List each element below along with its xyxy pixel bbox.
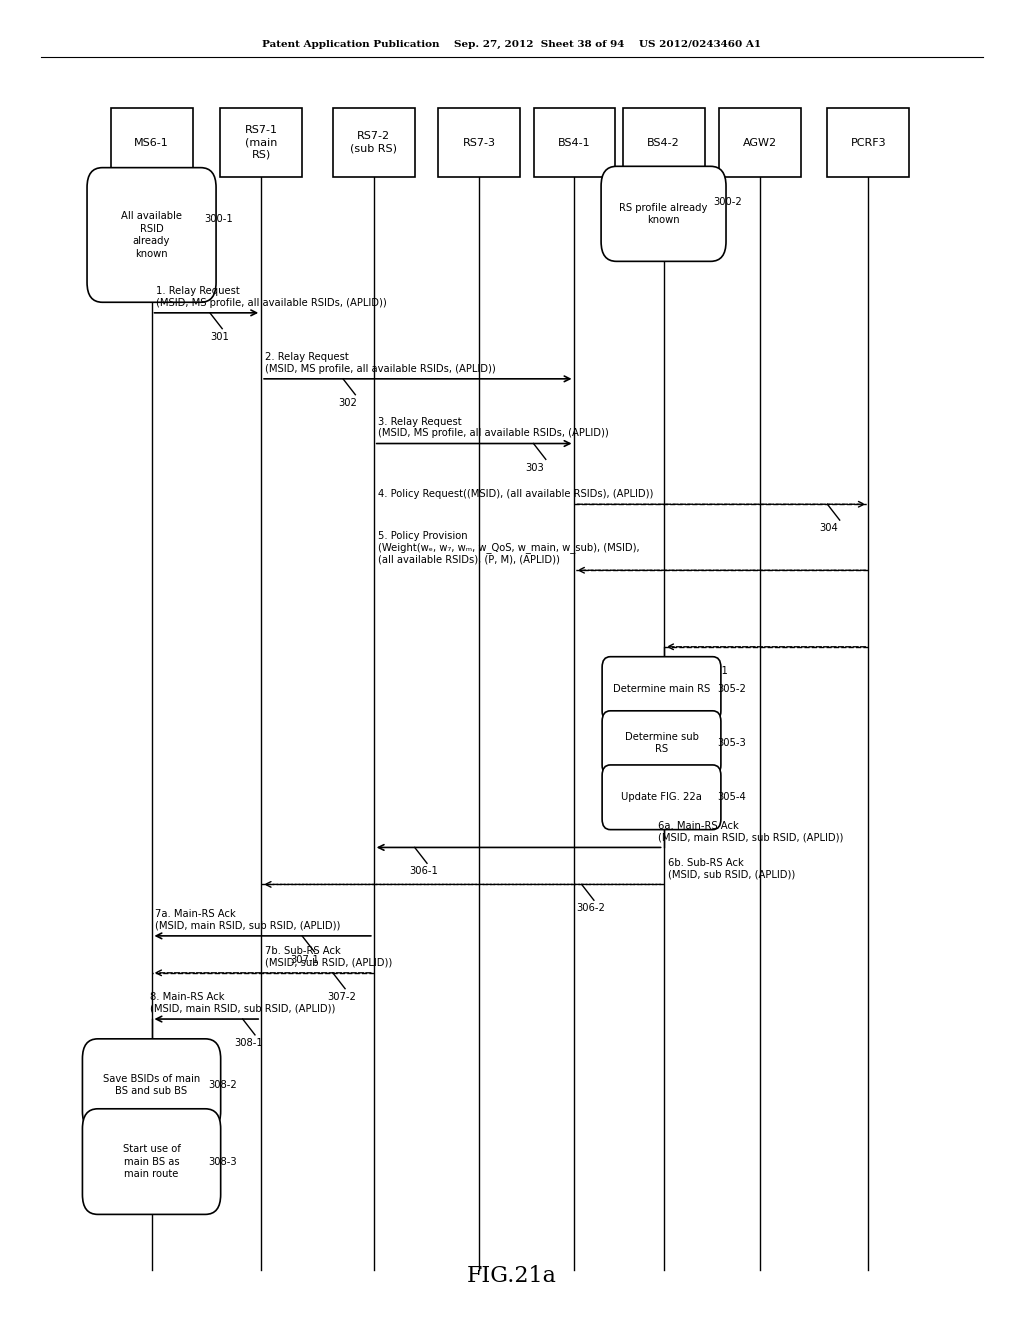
FancyBboxPatch shape <box>623 108 705 177</box>
Text: 304: 304 <box>819 523 838 533</box>
FancyBboxPatch shape <box>602 766 721 830</box>
Text: BS4-2: BS4-2 <box>647 137 680 148</box>
FancyBboxPatch shape <box>602 657 721 722</box>
FancyBboxPatch shape <box>82 1109 221 1214</box>
FancyBboxPatch shape <box>82 1039 221 1131</box>
Text: 6b. Sub-RS Ack
(MSID, sub RSID, (APLID)): 6b. Sub-RS Ack (MSID, sub RSID, (APLID)) <box>668 858 795 879</box>
Text: 1. Relay Request
(MSID, MS profile, all available RSIDs, (APLID)): 1. Relay Request (MSID, MS profile, all … <box>156 286 386 308</box>
Text: AGW2: AGW2 <box>742 137 777 148</box>
Text: 302: 302 <box>338 397 356 408</box>
Text: 2. Relay Request
(MSID, MS profile, all available RSIDs, (APLID)): 2. Relay Request (MSID, MS profile, all … <box>265 352 496 374</box>
Text: 306-2: 306-2 <box>577 903 605 913</box>
FancyBboxPatch shape <box>827 108 909 177</box>
Text: 6a. Main-RS Ack
(MSID, main RSID, sub RSID, (APLID)): 6a. Main-RS Ack (MSID, main RSID, sub RS… <box>658 821 844 842</box>
FancyBboxPatch shape <box>602 710 721 776</box>
Text: 7a. Main-RS Ack
(MSID, main RSID, sub RSID, (APLID)): 7a. Main-RS Ack (MSID, main RSID, sub RS… <box>155 909 340 931</box>
Text: PCRF3: PCRF3 <box>851 137 886 148</box>
FancyBboxPatch shape <box>333 108 415 177</box>
Text: Update FIG. 22a: Update FIG. 22a <box>622 792 701 803</box>
Text: All available
RSID
already
known: All available RSID already known <box>121 211 182 259</box>
Text: RS profile already
known: RS profile already known <box>620 203 708 224</box>
Text: MS6-1: MS6-1 <box>134 137 169 148</box>
FancyBboxPatch shape <box>111 108 193 177</box>
Text: 307-2: 307-2 <box>328 991 356 1002</box>
Text: FIG.21a: FIG.21a <box>467 1265 557 1287</box>
Text: 305-1: 305-1 <box>699 665 728 676</box>
Text: 305-3: 305-3 <box>717 738 745 748</box>
Text: 308-3: 308-3 <box>209 1156 237 1167</box>
FancyBboxPatch shape <box>534 108 615 177</box>
Text: 3. Relay Request
(MSID, MS profile, all available RSIDs, (APLID)): 3. Relay Request (MSID, MS profile, all … <box>378 417 608 438</box>
Text: RS7-3: RS7-3 <box>463 137 496 148</box>
Text: 301: 301 <box>210 331 228 342</box>
Text: 308-1: 308-1 <box>234 1038 263 1048</box>
Text: 306-1: 306-1 <box>410 866 438 876</box>
Text: Save BSIDs of main
BS and sub BS: Save BSIDs of main BS and sub BS <box>103 1074 200 1096</box>
Text: Patent Application Publication    Sep. 27, 2012  Sheet 38 of 94    US 2012/02434: Patent Application Publication Sep. 27, … <box>262 40 762 49</box>
Text: 307-1: 307-1 <box>290 954 318 965</box>
Text: 305-4: 305-4 <box>717 792 745 803</box>
Text: Determine sub
RS: Determine sub RS <box>625 733 698 754</box>
Text: 300-2: 300-2 <box>714 197 742 207</box>
Text: 305-2: 305-2 <box>717 684 745 694</box>
Text: RS7-2
(sub RS): RS7-2 (sub RS) <box>350 132 397 153</box>
Text: 5. Policy Provision
(Weight(wₑ, w₇, wₘ, w_QoS, w_main, w_sub), (MSID),
(all avai: 5. Policy Provision (Weight(wₑ, w₇, wₘ, … <box>378 531 639 565</box>
Text: 8. Main-RS Ack
(MSID, main RSID, sub RSID, (APLID)): 8. Main-RS Ack (MSID, main RSID, sub RSI… <box>150 993 335 1014</box>
FancyBboxPatch shape <box>719 108 801 177</box>
Text: 303: 303 <box>525 462 544 473</box>
FancyBboxPatch shape <box>220 108 302 177</box>
FancyBboxPatch shape <box>87 168 216 302</box>
Text: BS4-1: BS4-1 <box>558 137 591 148</box>
Text: RS7-1
(main
RS): RS7-1 (main RS) <box>245 125 278 160</box>
Text: Determine main RS: Determine main RS <box>613 684 710 694</box>
Text: 308-2: 308-2 <box>209 1080 238 1090</box>
FancyBboxPatch shape <box>438 108 520 177</box>
Text: Start use of
main BS as
main route: Start use of main BS as main route <box>123 1144 180 1179</box>
Text: 300-1: 300-1 <box>204 214 232 224</box>
Text: 7b. Sub-RS Ack
(MSID, sub RSID, (APLID)): 7b. Sub-RS Ack (MSID, sub RSID, (APLID)) <box>265 946 392 968</box>
Text: 4. Policy Request((MSID), (all available RSIDs), (APLID)): 4. Policy Request((MSID), (all available… <box>378 488 653 499</box>
FancyBboxPatch shape <box>601 166 726 261</box>
